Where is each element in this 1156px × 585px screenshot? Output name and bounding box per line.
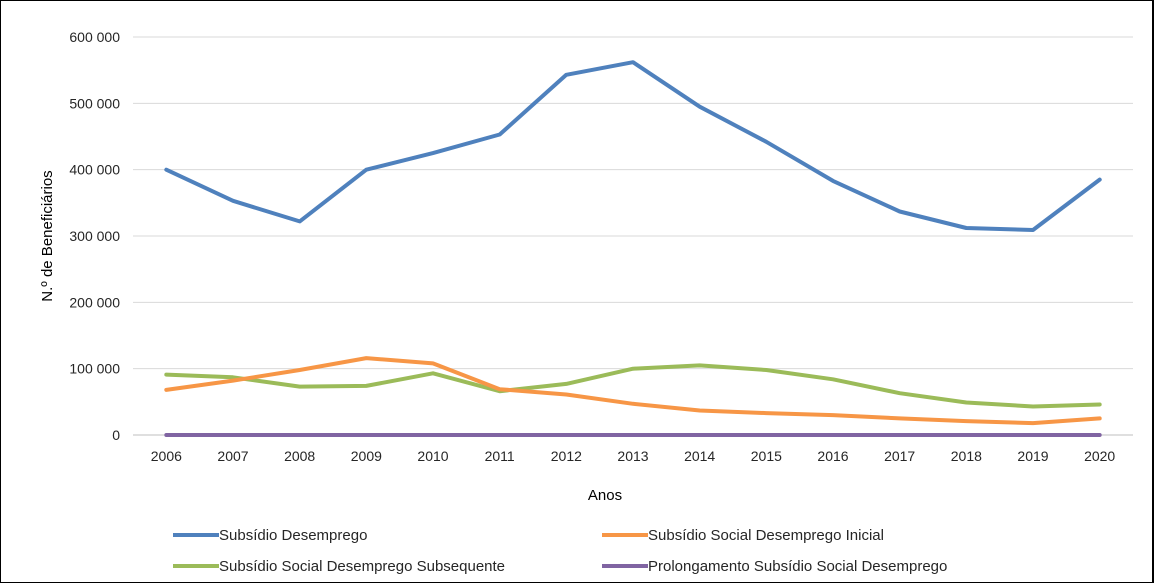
x-tick-label: 2006: [151, 448, 182, 464]
legend-label: Subsídio Social Desemprego Inicial: [648, 527, 884, 544]
legend-item-1: Subsídio Desemprego: [173, 527, 367, 544]
x-tick-label: 2016: [817, 448, 848, 464]
x-axis-tick-labels: 2006 2007 2008 2009 2010 2011 2012 2013 2014 2015…: [151, 448, 1116, 464]
x-tick-label: 2019: [1017, 448, 1048, 464]
legend-label: Prolongamento Subsídio Social Desemprego: [648, 558, 947, 575]
legend-item-3: Subsídio Social Desemprego Subsequente: [173, 558, 505, 575]
y-tick-label: 200 000: [69, 294, 120, 310]
y-axis-tick-labels: 0 100 000 200 000 300 000 400 000 500 000 600 …: [69, 29, 120, 443]
series-line-1: [164, 60, 1102, 232]
legend-label: Subsídio Social Desemprego Subsequente: [219, 558, 505, 575]
legend-item-2: Subsídio Social Desemprego Inicial: [602, 527, 884, 544]
y-tick-label: 500 000: [69, 95, 120, 111]
series-line-3: [164, 363, 1102, 409]
series-lines: [164, 60, 1102, 437]
legend-label: Subsídio Desemprego: [219, 527, 367, 544]
gridlines: [133, 36, 1133, 436]
x-tick-label: 2010: [417, 448, 448, 464]
x-tick-label: 2008: [284, 448, 315, 464]
x-tick-label: 2011: [485, 448, 515, 464]
y-tick-label: 0: [112, 427, 120, 443]
x-tick-label: 2013: [617, 448, 648, 464]
x-tick-label: 2017: [884, 448, 915, 464]
series-line-2: [164, 356, 1102, 426]
y-tick-label: 600 000: [69, 29, 120, 45]
y-tick-label: 400 000: [69, 162, 120, 178]
x-axis-title: Anos: [588, 487, 622, 504]
x-tick-label: 2015: [751, 448, 782, 464]
y-axis-title: N.º de Beneficiários: [39, 170, 56, 301]
x-tick-label: 2018: [951, 448, 982, 464]
y-tick-label: 100 000: [69, 361, 120, 377]
legend: Subsídio Desemprego Subsídio Social Desem…: [173, 527, 947, 575]
x-tick-label: 2012: [551, 448, 582, 464]
x-tick-label: 2014: [684, 448, 715, 464]
legend-item-4: Prolongamento Subsídio Social Desemprego: [602, 558, 947, 575]
x-tick-label: 2020: [1084, 448, 1115, 464]
x-tick-label: 2007: [217, 448, 248, 464]
y-tick-label: 300 000: [69, 228, 120, 244]
x-tick-label: 2009: [351, 448, 382, 464]
